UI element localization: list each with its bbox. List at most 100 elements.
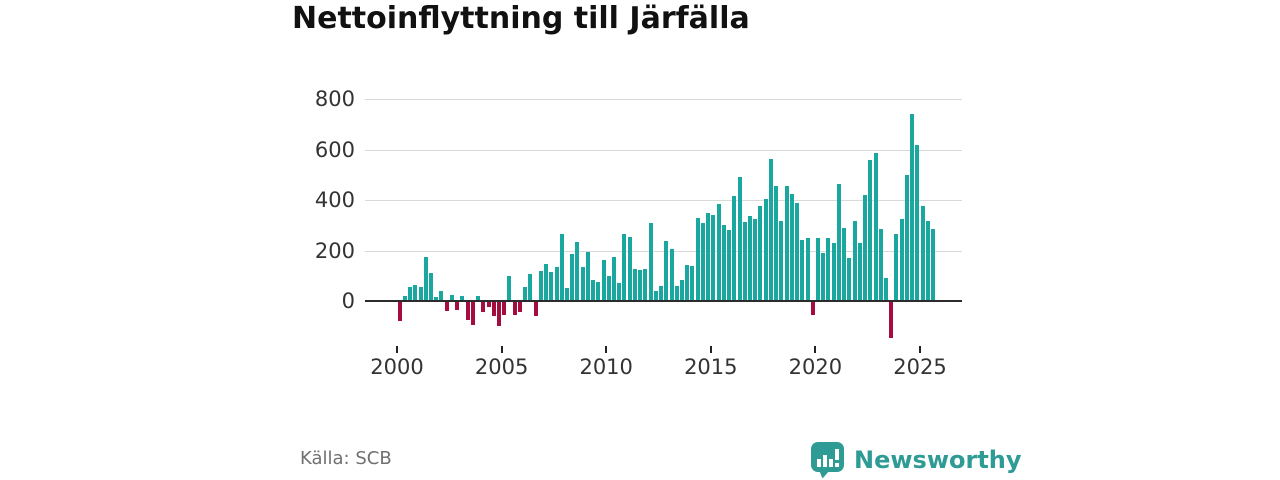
y-axis-label-400: 400: [314, 188, 355, 212]
branding: Newsworthy: [810, 440, 1022, 480]
bar: [768, 158, 773, 301]
x-axis-tick-2000: [396, 346, 398, 353]
x-axis-tick-2005: [500, 346, 503, 353]
bar: [700, 223, 705, 301]
bar: [821, 253, 826, 301]
x-axis-label-2025: 2025: [893, 355, 947, 379]
bar: [779, 221, 784, 301]
bar: [873, 152, 878, 301]
bar: [685, 264, 690, 301]
bar: [753, 219, 758, 301]
bar: [706, 212, 711, 301]
bar: [554, 267, 559, 301]
bar: [632, 268, 637, 301]
bar: [517, 301, 522, 313]
y-axis-label-600: 600: [314, 137, 355, 162]
x-axis-label-2020: 2020: [788, 355, 843, 379]
bar: [538, 270, 543, 301]
bar: [439, 290, 444, 301]
bar: [591, 279, 596, 301]
bar: [904, 174, 909, 301]
bar: [789, 193, 794, 301]
bar: [826, 237, 831, 301]
source-note: Källa: SCB: [300, 448, 392, 469]
bar: [680, 280, 685, 301]
bar: [601, 260, 606, 301]
brand-name: Newsworthy: [854, 446, 1022, 474]
bar: [910, 114, 915, 301]
bar: [831, 242, 836, 301]
bar: [585, 251, 590, 301]
bar: [627, 236, 632, 301]
bar: [805, 237, 810, 301]
bar: [559, 233, 564, 301]
bar: [674, 285, 679, 301]
bar: [617, 282, 622, 301]
bar: [423, 256, 428, 301]
bar: [449, 294, 454, 301]
newsworthy-chart-bubble-icon: [811, 442, 844, 479]
bar: [894, 234, 899, 301]
x-axis-label-2000: 2000: [370, 355, 424, 379]
bar: [711, 215, 716, 301]
bar: [695, 217, 700, 301]
y-axis-label-200: 200: [314, 238, 355, 263]
bar: [408, 286, 413, 301]
bar: [428, 273, 433, 301]
bar: [606, 275, 611, 301]
bar: [397, 301, 402, 322]
bar: [444, 301, 449, 312]
plot-area: 800 600 400 200 0 2000 2005 2010 2015 2020 2025: [315, 88, 962, 379]
gridline-400: [365, 200, 962, 201]
bar: [774, 186, 779, 301]
x-axis-tick-2020: [814, 346, 817, 353]
bar: [883, 278, 888, 301]
bar: [622, 234, 627, 301]
x-axis-label-2015: 2015: [684, 355, 738, 379]
x-axis-tick-2025: [919, 346, 921, 353]
bar: [533, 301, 538, 317]
bar: [800, 240, 805, 301]
bar: [727, 230, 732, 301]
bar: [507, 275, 512, 301]
bar: [596, 281, 601, 301]
bar: [732, 196, 737, 301]
bar: [523, 287, 528, 301]
bar: [570, 253, 575, 301]
bar: [460, 295, 465, 301]
x-axis-label-2005: 2005: [474, 355, 529, 379]
bar: [575, 241, 580, 301]
bar: [664, 241, 669, 301]
bar: [544, 264, 549, 301]
bar: [690, 265, 695, 301]
bar: [836, 183, 841, 301]
bar: [721, 224, 726, 301]
y-axis-label-800: 800: [314, 87, 355, 111]
bar: [889, 301, 894, 338]
bar: [580, 266, 585, 301]
bar: [716, 204, 721, 301]
gridline-600: [365, 149, 962, 151]
bar: [502, 301, 507, 315]
x-axis-tick-2010: [605, 346, 608, 353]
bar: [496, 301, 501, 327]
bar: [863, 194, 868, 301]
bar: [669, 248, 674, 301]
bar: [643, 269, 648, 301]
bar: [925, 221, 930, 301]
bar: [470, 301, 475, 325]
bar: [434, 296, 439, 301]
bar: [413, 284, 418, 301]
bar: [847, 258, 852, 301]
bar: [758, 205, 763, 301]
bar: [638, 270, 643, 301]
bar: [915, 144, 920, 301]
bar: [763, 198, 768, 301]
bar: [784, 186, 789, 301]
bar: [742, 222, 747, 301]
bar: [648, 223, 653, 301]
bar: [899, 218, 904, 301]
gridline-200: [365, 250, 962, 252]
chart-title: Nettoinflyttning till Järfälla: [292, 1, 750, 36]
